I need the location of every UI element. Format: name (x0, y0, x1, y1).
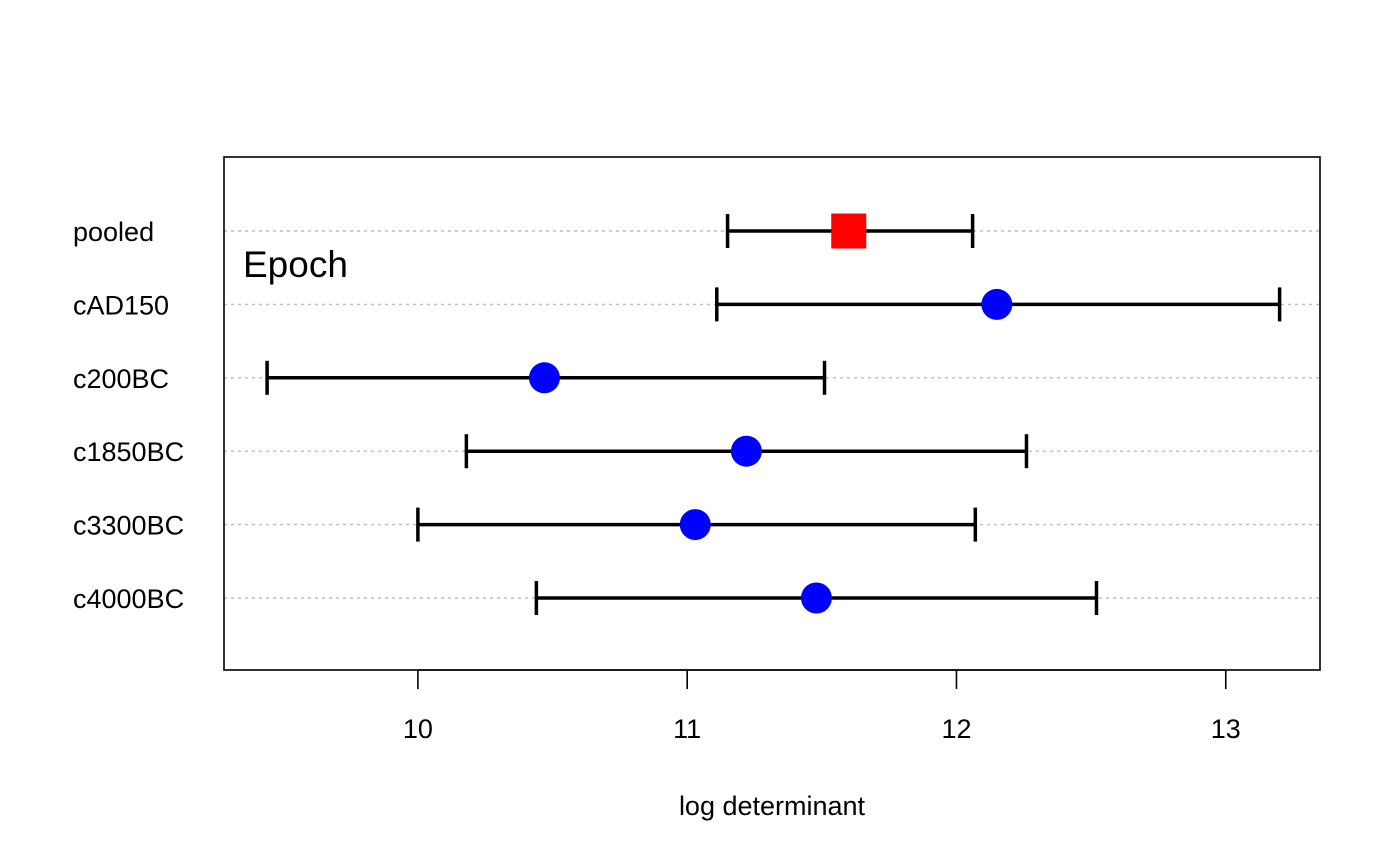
estimate-point-c4000bc (800, 582, 832, 614)
category-label-c3300bc: c3300BC (73, 511, 184, 541)
panel-label: Epoch (243, 244, 348, 285)
estimate-points (528, 213, 1013, 614)
x-tick-label-12: 12 (941, 714, 971, 744)
category-labels: c4000BC c3300BC c1850BC c200BC cAD150 pooled (73, 217, 184, 614)
category-label-c200bc: c200BC (73, 364, 169, 394)
estimate-point-c3300bc (679, 509, 711, 541)
plot-frame (223, 156, 1321, 671)
x-tick-label-10: 10 (403, 714, 433, 744)
category-label-c4000bc: c4000BC (73, 584, 184, 614)
estimate-point-c200bc (528, 362, 560, 394)
error-bars (265, 214, 1282, 615)
estimate-point-cad150 (981, 288, 1013, 320)
category-label-cad150: cAD150 (73, 290, 169, 320)
x-axis: 10 11 12 13 (403, 669, 1241, 744)
grid-lines (224, 230, 1320, 599)
x-tick-label-11: 11 (673, 714, 701, 744)
estimate-point-c1850bc (730, 435, 762, 467)
estimate-point-pooled (831, 213, 867, 249)
x-tick-label-13: 13 (1211, 714, 1241, 744)
x-axis-title: log determinant (679, 791, 866, 821)
category-label-c1850bc: c1850BC (73, 437, 184, 467)
category-label-pooled: pooled (73, 217, 154, 247)
